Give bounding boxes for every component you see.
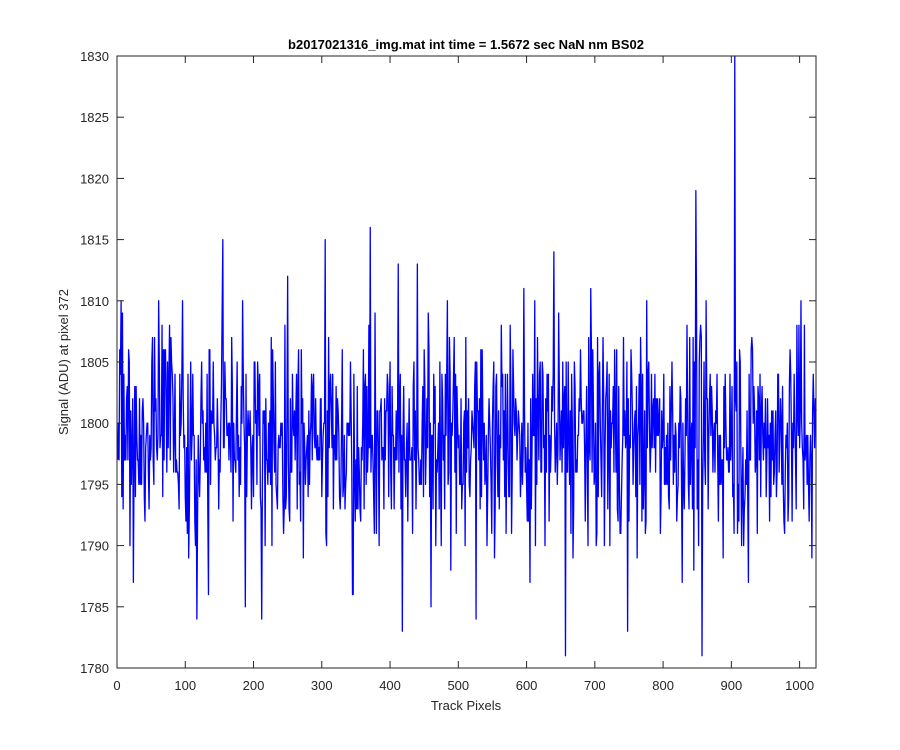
x-tick-label: 500 — [447, 678, 469, 693]
y-tick-label: 1820 — [80, 171, 109, 186]
y-ticks: 1780 1785 1790 1795 1800 1805 1810 1815 1820 1825… — [80, 49, 816, 676]
x-tick-label: 900 — [721, 678, 743, 693]
y-tick-label: 1795 — [80, 477, 109, 492]
x-tick-label: 400 — [379, 678, 401, 693]
x-tick-label: 800 — [652, 678, 674, 693]
x-tick-label: 300 — [311, 678, 333, 693]
chart-title: b2017021316_img.mat int time = 1.5672 se… — [288, 37, 644, 52]
y-tick-label: 1830 — [80, 49, 109, 64]
x-tick-label: 100 — [174, 678, 196, 693]
x-tick-label: 0 — [113, 678, 120, 693]
x-tick-label: 1000 — [785, 678, 814, 693]
y-tick-label: 1805 — [80, 355, 109, 370]
x-axis-label: Track Pixels — [431, 698, 502, 713]
y-tick-label: 1790 — [80, 539, 109, 554]
y-axis-label: Signal (ADU) at pixel 372 — [56, 289, 71, 435]
x-tick-label: 200 — [243, 678, 265, 693]
y-tick-label: 1780 — [80, 661, 109, 676]
y-tick-label: 1800 — [80, 416, 109, 431]
x-ticks: 0 100 200 300 400 500 600 700 800 900 1000 — [113, 56, 814, 693]
y-tick-label: 1825 — [80, 110, 109, 125]
y-tick-label: 1810 — [80, 294, 109, 309]
series-layer — [117, 55, 817, 657]
x-tick-label: 700 — [584, 678, 606, 693]
signal-series-line — [117, 55, 817, 657]
y-tick-label: 1815 — [80, 233, 109, 248]
y-tick-label: 1785 — [80, 600, 109, 615]
x-tick-label: 600 — [516, 678, 538, 693]
